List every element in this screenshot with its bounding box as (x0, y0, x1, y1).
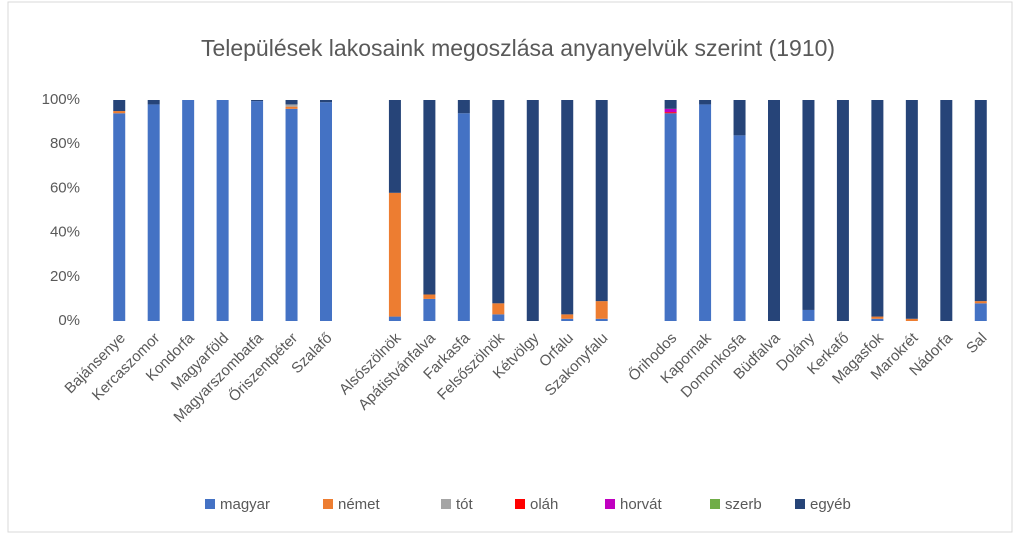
bar-segment (664, 113, 677, 321)
legend-label: egyéb (810, 496, 851, 513)
legend-label: szerb (725, 496, 762, 513)
bar-segment (147, 104, 160, 321)
bar-segment (802, 100, 815, 310)
legend-swatch (205, 499, 215, 509)
bar-segment (457, 100, 470, 114)
bar-segment (113, 113, 126, 321)
bar-segment (871, 318, 884, 321)
bar-segment (974, 303, 987, 321)
bar-segment (940, 100, 953, 321)
y-tick-label: 80% (50, 135, 80, 152)
bar-segment (423, 294, 436, 299)
bar-segment (492, 100, 505, 304)
bar-segment (388, 316, 401, 321)
bar-segment (285, 104, 298, 107)
y-tick-label: 60% (50, 179, 80, 196)
legend-label: német (338, 496, 381, 513)
legend-label: oláh (530, 496, 558, 513)
bar-segment (664, 100, 677, 109)
bar-segment (561, 314, 574, 319)
bar-segment (320, 100, 332, 103)
bar-segment (664, 108, 677, 113)
bar-segment (320, 102, 332, 322)
y-tick-label: 40% (50, 224, 80, 241)
bar-segment (492, 314, 505, 321)
bar-segment (905, 100, 918, 319)
legend-swatch (710, 499, 720, 509)
bar-segment (802, 309, 815, 321)
bar-segment (113, 111, 126, 114)
bar-segment (871, 100, 884, 317)
legend-swatch (323, 499, 333, 509)
bar-segment (285, 108, 298, 321)
bar-segment (595, 100, 608, 302)
bar-segment (733, 100, 746, 136)
legend-swatch (795, 499, 805, 509)
bar-segment (285, 106, 298, 109)
bar-segment (974, 100, 987, 302)
legend-swatch (515, 499, 525, 509)
bar-segment (423, 298, 436, 321)
bar-segment (251, 100, 264, 102)
legend-swatch (441, 499, 451, 509)
bar-segment (216, 100, 229, 321)
bar-segment (905, 318, 918, 321)
bar-segment (699, 100, 712, 105)
legend-label: tót (456, 496, 474, 513)
bar-segment (768, 100, 780, 321)
y-tick-label: 0% (58, 312, 80, 329)
bar-segment (561, 100, 574, 315)
bar-segment (974, 301, 987, 304)
bar-segment (423, 100, 436, 295)
bar-segment (595, 318, 608, 321)
y-tick-label: 100% (42, 91, 80, 108)
bar-segment (526, 100, 539, 321)
bar-segment (388, 100, 401, 193)
bar-segment (492, 303, 505, 315)
bar-segment (699, 104, 712, 321)
bar-segment (113, 100, 126, 112)
bar-segment (388, 192, 401, 317)
chart-title: Települések lakosaink megoszlása anyanye… (201, 35, 835, 61)
bar-segment (457, 113, 470, 321)
legend-label: horvát (620, 496, 663, 513)
bar-segment (251, 101, 264, 321)
bar-segment (871, 316, 884, 319)
bar-segment (182, 100, 195, 321)
legend-label: magyar (220, 496, 270, 513)
bar-segment (733, 135, 746, 321)
bar-segment (664, 112, 677, 114)
bar-segment (285, 100, 298, 105)
bar-segment (561, 318, 574, 321)
bar-segment (147, 100, 160, 105)
bar-segment (836, 100, 849, 321)
y-tick-label: 20% (50, 268, 80, 285)
bar-segment (595, 301, 608, 319)
legend-swatch (605, 499, 615, 509)
